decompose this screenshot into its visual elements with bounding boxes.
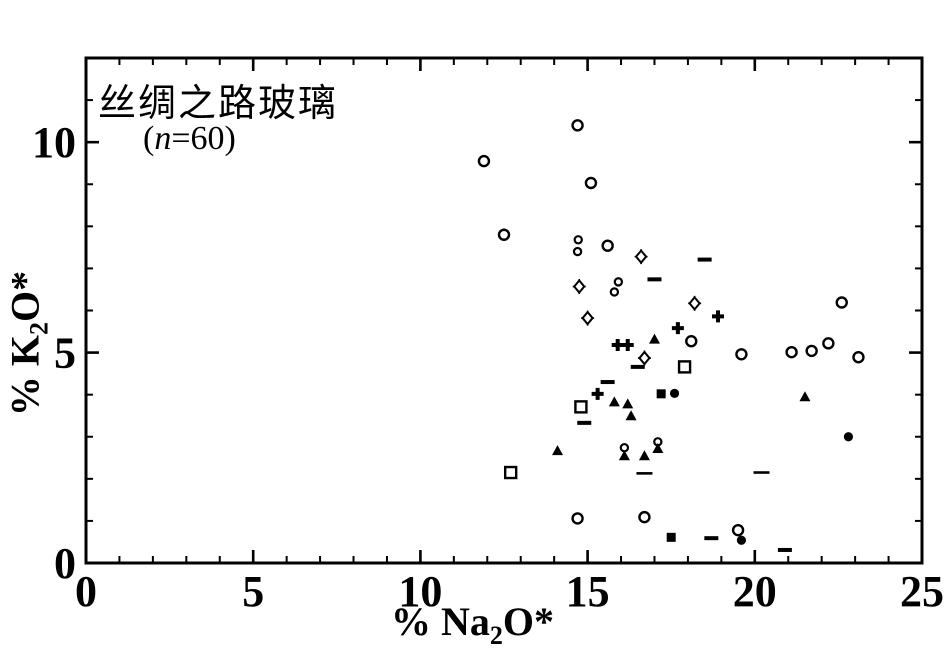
data-point	[652, 443, 664, 454]
data-point	[697, 257, 712, 262]
data-point	[636, 472, 653, 475]
data-point	[843, 432, 854, 442]
x-axis-label: % Na2O*	[0, 598, 945, 650]
data-point	[634, 249, 648, 265]
data-point	[581, 310, 594, 326]
y-label-subscript: 2	[24, 322, 54, 335]
data-point	[638, 450, 650, 461]
data-point	[572, 246, 583, 257]
data-point	[835, 296, 848, 309]
data-point	[731, 523, 745, 537]
data-point	[799, 391, 811, 402]
data-point	[625, 410, 637, 421]
data-point	[753, 471, 770, 474]
y-tick-label: 5	[54, 329, 76, 378]
data-point	[685, 335, 698, 348]
data-point	[618, 450, 630, 461]
data-point	[591, 387, 604, 400]
data-point	[736, 535, 747, 545]
data-point	[630, 364, 645, 369]
data-point	[648, 333, 660, 344]
data-point	[852, 351, 865, 364]
data-point	[671, 322, 684, 335]
data-point	[656, 389, 666, 399]
y-label-end: O*	[2, 270, 48, 322]
x-label-subscript: 2	[489, 621, 503, 650]
x-tick-label: 5	[242, 567, 264, 616]
data-point	[600, 380, 615, 385]
data-point	[622, 398, 634, 409]
data-point	[688, 295, 701, 311]
data-point	[497, 228, 511, 241]
chart-title: 丝绸之路玻璃	[98, 83, 339, 125]
data-point	[704, 536, 719, 541]
data-point	[584, 176, 598, 190]
y-label-main: % K	[2, 335, 48, 417]
x-tick-label: 15	[566, 567, 610, 616]
y-axis-label: % K2O*	[2, 164, 54, 524]
data-point	[601, 239, 614, 252]
data-point	[647, 277, 662, 282]
data-point	[666, 532, 676, 542]
data-point	[785, 345, 798, 359]
data-point	[572, 278, 586, 295]
data-point	[669, 388, 680, 399]
count-rest: =60)	[171, 120, 236, 157]
data-point	[638, 350, 651, 366]
data-point	[577, 420, 592, 425]
data-point	[574, 400, 588, 414]
data-point	[611, 339, 624, 352]
data-point	[477, 154, 491, 168]
x-tick-label: 0	[75, 567, 97, 616]
data-point	[571, 119, 584, 132]
count-open: (	[143, 120, 155, 157]
data-point	[571, 512, 584, 525]
data-point	[621, 339, 634, 352]
x-tick-label: 25	[900, 567, 944, 616]
data-point	[608, 396, 620, 407]
data-point	[822, 337, 835, 350]
data-point	[552, 445, 564, 456]
data-point	[609, 287, 620, 297]
data-point	[712, 310, 725, 323]
x-tick-label: 10	[398, 567, 442, 616]
data-point	[805, 344, 818, 358]
count-variable: n	[154, 120, 172, 157]
x-tick-label: 20	[733, 567, 777, 616]
y-tick-label: 0	[54, 539, 76, 588]
data-point	[573, 235, 583, 245]
x-label-main: % Na	[390, 599, 490, 644]
data-point	[777, 547, 792, 552]
data-point	[638, 510, 651, 524]
sample-count-label: (n=60)	[143, 120, 236, 158]
y-tick-label: 10	[32, 118, 76, 167]
data-point	[677, 360, 692, 374]
data-point	[735, 348, 748, 361]
data-point	[503, 465, 518, 480]
data-point	[613, 277, 624, 287]
x-label-end: O*	[502, 599, 554, 644]
